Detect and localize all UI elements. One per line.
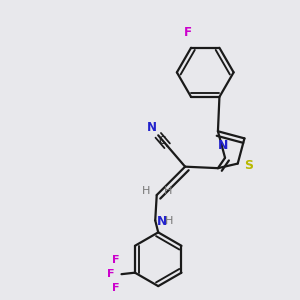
Text: H: H <box>142 186 150 196</box>
Text: N: N <box>218 140 228 152</box>
Text: C: C <box>158 136 166 146</box>
Text: H: H <box>165 216 173 226</box>
Text: F: F <box>184 26 192 39</box>
Text: F: F <box>112 283 119 293</box>
Text: N: N <box>157 215 167 228</box>
Text: H: H <box>164 186 172 196</box>
Text: N: N <box>147 121 157 134</box>
Text: F: F <box>112 255 119 265</box>
Text: S: S <box>244 159 253 172</box>
Text: F: F <box>107 269 115 279</box>
